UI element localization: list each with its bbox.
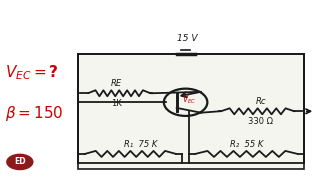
Text: $V_{EC}$: $V_{EC}$ xyxy=(182,94,196,106)
Text: ED: ED xyxy=(14,158,26,166)
Circle shape xyxy=(5,153,34,171)
Bar xyxy=(78,54,304,169)
Text: 1K: 1K xyxy=(111,99,121,108)
Text: R₂  55 K: R₂ 55 K xyxy=(230,140,264,149)
Text: R₁  75 K: R₁ 75 K xyxy=(124,140,157,149)
Text: 330 Ω: 330 Ω xyxy=(248,117,273,126)
Text: RE: RE xyxy=(110,79,122,88)
Text: $\beta = 150$: $\beta = 150$ xyxy=(5,104,63,123)
Text: Rc: Rc xyxy=(256,97,266,106)
Text: Voltage Divider Bias - PNP Transistor: Voltage Divider Bias - PNP Transistor xyxy=(7,12,313,27)
Text: 15 V: 15 V xyxy=(177,34,197,43)
Text: $V_{EC}=$?: $V_{EC}=$? xyxy=(5,64,59,82)
